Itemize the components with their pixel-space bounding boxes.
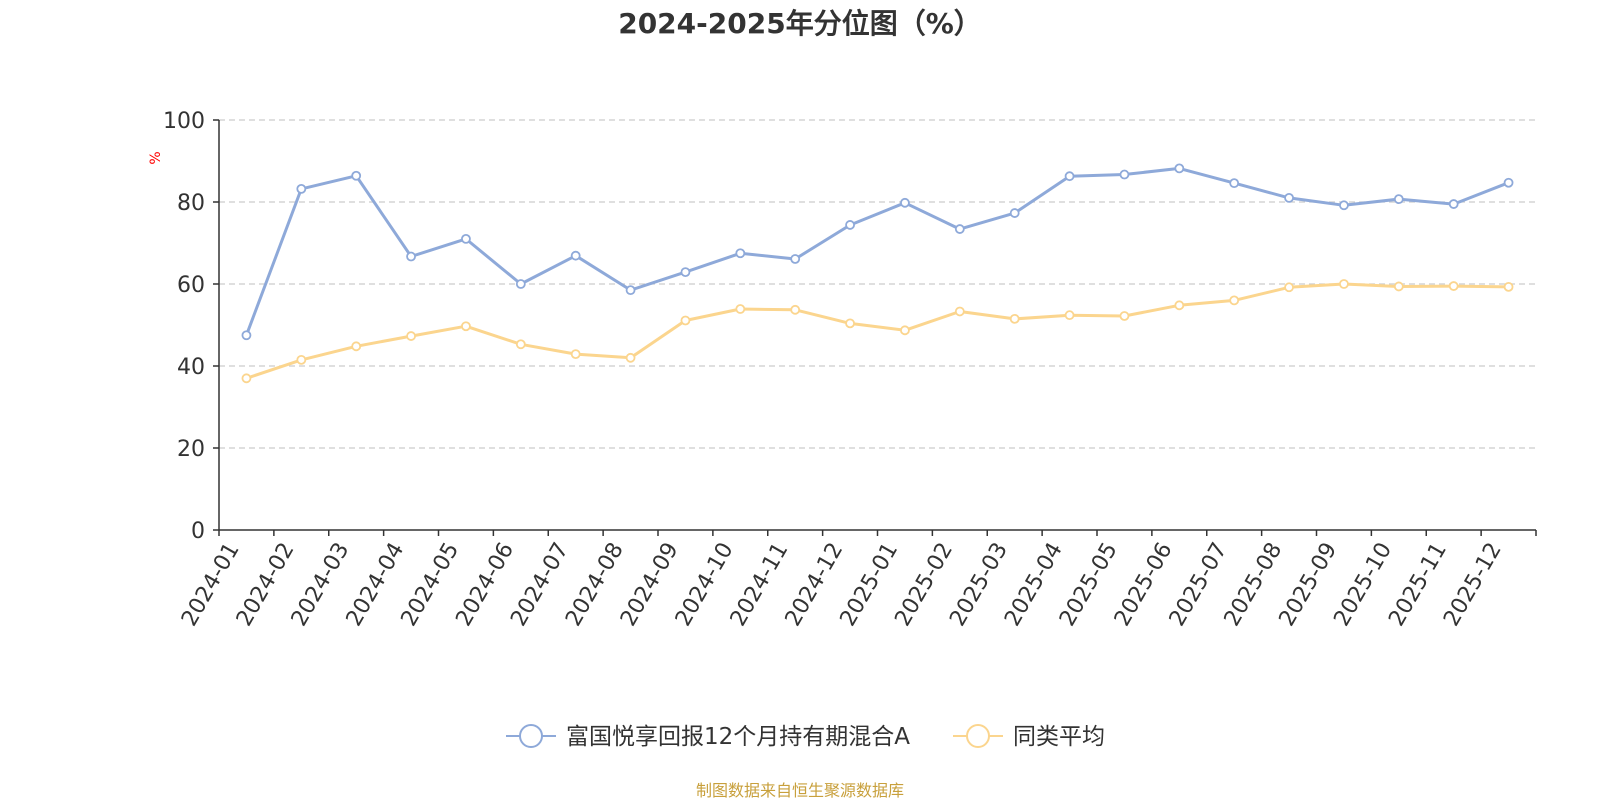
source-note: 制图数据来自恒生聚源数据库 xyxy=(696,781,904,800)
data-point xyxy=(1229,295,1240,306)
legend-swatch-marker xyxy=(519,724,543,748)
data-point xyxy=(406,331,416,341)
data-point xyxy=(790,304,801,315)
legend[interactable]: 富国悦享回报12个月持有期混合A 同类平均 xyxy=(506,724,1105,750)
y-tick-label: 100 xyxy=(163,109,205,134)
data-point xyxy=(515,339,526,350)
data-point xyxy=(1064,171,1075,182)
legend-label: 同类平均 xyxy=(1013,724,1105,750)
data-point xyxy=(296,354,307,365)
data-point xyxy=(241,330,252,341)
series-line-0 xyxy=(244,166,1510,336)
series-lines xyxy=(241,163,1514,384)
legend-item-0[interactable]: 富国悦享回报12个月持有期混合A xyxy=(506,724,910,750)
data-point xyxy=(680,315,691,326)
legend-label: 富国悦享回报12个月持有期混合A xyxy=(566,724,910,750)
data-point xyxy=(1009,208,1020,218)
series-line-1 xyxy=(245,282,1509,380)
y-axis-label: % xyxy=(148,151,164,164)
data-point xyxy=(1503,281,1514,292)
data-point xyxy=(680,267,691,278)
data-point xyxy=(735,304,746,314)
data-point xyxy=(954,224,965,234)
data-point xyxy=(570,250,581,261)
data-point xyxy=(1119,311,1130,321)
data-point xyxy=(1284,192,1294,203)
data-point xyxy=(625,352,636,363)
data-point xyxy=(1284,282,1294,293)
data-point xyxy=(1448,199,1459,209)
chart-title: 2024-2025年分位图（%） xyxy=(618,7,982,40)
data-point xyxy=(1064,310,1075,321)
data-point xyxy=(954,306,965,317)
data-point xyxy=(515,279,526,289)
data-point xyxy=(1393,194,1404,205)
data-point xyxy=(790,254,801,264)
y-tick-label: 80 xyxy=(177,191,205,216)
data-point xyxy=(1229,178,1240,189)
data-point xyxy=(406,251,416,262)
data-point xyxy=(845,220,855,230)
data-point xyxy=(1009,313,1020,324)
data-point xyxy=(461,233,471,244)
data-point xyxy=(1448,281,1459,291)
legend-item-1[interactable]: 同类平均 xyxy=(953,724,1105,750)
data-point xyxy=(900,325,910,336)
data-point xyxy=(461,321,471,332)
data-point xyxy=(1339,200,1349,211)
data-point xyxy=(845,318,855,329)
data-point xyxy=(1339,279,1349,289)
data-point xyxy=(735,248,746,259)
axes: 0204060801002024-012024-022024-032024-04… xyxy=(163,109,1537,631)
y-tick-label: 40 xyxy=(177,355,205,380)
data-point xyxy=(1393,281,1404,292)
data-point xyxy=(351,341,362,352)
data-point xyxy=(570,349,581,360)
y-tick-label: 20 xyxy=(177,437,205,462)
data-point xyxy=(241,373,252,384)
data-point xyxy=(900,197,910,208)
data-point xyxy=(1119,169,1130,180)
data-point xyxy=(296,183,307,194)
data-point xyxy=(351,170,362,181)
data-point xyxy=(625,285,636,296)
data-point xyxy=(1174,163,1185,174)
y-tick-label: 0 xyxy=(191,519,205,544)
data-point xyxy=(1503,177,1514,188)
y-tick-label: 60 xyxy=(177,273,205,298)
legend-swatch-marker xyxy=(966,724,990,748)
data-point xyxy=(1174,300,1185,311)
